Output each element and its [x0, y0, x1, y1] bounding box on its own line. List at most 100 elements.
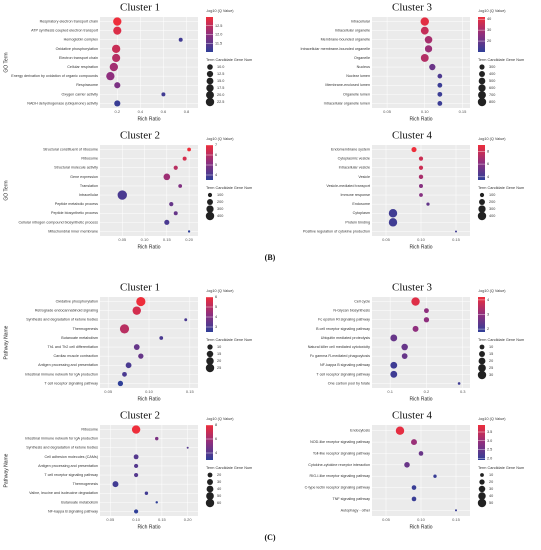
size-legend-mark — [477, 97, 487, 107]
size-legend-mark — [479, 479, 485, 485]
bubble — [388, 218, 398, 227]
bubble — [419, 193, 423, 197]
y-tick-label: Respiratory electron transport chain — [40, 20, 98, 24]
legend-title: -log10 (Q Value) — [478, 417, 506, 421]
bubble — [412, 325, 419, 332]
y-tick-label: T cell receptor signaling pathway — [44, 473, 98, 477]
colorbar-label: 3.0 — [487, 439, 492, 443]
legend-title: Term Candidate Gene Num — [206, 58, 252, 62]
bubble — [164, 219, 170, 225]
colorbar-label: 4 — [215, 173, 217, 177]
x-tick-label: 0.10 — [421, 109, 430, 114]
y-tick-label: Immune response — [340, 193, 370, 197]
bubble — [173, 165, 178, 170]
chart-title: Cluster 2 — [120, 410, 160, 422]
bubble — [125, 362, 132, 369]
size-legend-mark — [205, 363, 215, 373]
bubble — [119, 324, 130, 334]
size-legend-mark — [477, 211, 487, 221]
legend-title: -log10 (Q Value) — [206, 289, 234, 293]
size-legend-mark — [207, 479, 213, 485]
y-tick-label: Structural molecule activity — [54, 166, 98, 170]
x-tick-label: 0.10 — [417, 237, 426, 242]
size-legend-label: 10.0 — [217, 65, 224, 69]
y-tick-label: Cytoplasmic vesicle — [338, 157, 370, 161]
size-legend-mark — [207, 344, 213, 350]
size-legend-mark — [478, 357, 486, 365]
bubble — [178, 184, 183, 188]
legend-title: Term Candidate Gene Num — [478, 186, 524, 190]
y-tick-label: One carbon pool by folate — [328, 381, 370, 385]
x-tick-label: 0.2 — [115, 109, 121, 114]
colorbar-label: 3 — [215, 325, 217, 329]
legend-title: -log10 (Q Value) — [206, 9, 234, 13]
bubble — [114, 82, 121, 89]
bubble — [433, 474, 437, 478]
y-tick-label: Intestinal immune network for IgA produc… — [25, 372, 98, 376]
colorbar-label: 5 — [215, 163, 217, 167]
x-tick-label: 0.1 — [387, 389, 393, 394]
y-tick-label: Intracellular membrane-bounded organelle — [301, 47, 371, 51]
y-tick-label: Protein binding — [345, 220, 370, 224]
y-tick-label: Cell adhesion molecules (CAMs) — [45, 455, 99, 459]
y-tick-label: T cell receptor signaling pathway — [44, 381, 98, 385]
bubble — [144, 491, 149, 495]
size-legend-mark — [206, 77, 214, 85]
size-legend-mark — [478, 205, 486, 213]
legend-title: Term Candidate Gene Num — [206, 466, 252, 470]
x-tick-label: 0.10 — [132, 517, 141, 522]
bubble — [424, 45, 433, 53]
bubble — [109, 62, 118, 72]
size-legend-label: 400 — [489, 72, 495, 76]
y-tick-label: Cytokine-cytokine receptor interaction — [308, 463, 370, 467]
y-tick-label: Organelle — [354, 56, 370, 60]
colorbar-label: 30 — [487, 28, 491, 32]
panel-label: (B) — [265, 253, 276, 262]
y-tick-label: Thermogenesis — [73, 327, 99, 331]
chart-title: Cluster 3 — [392, 2, 433, 14]
y-tick-label: Autophagy - other — [341, 508, 371, 512]
size-legend-mark — [205, 211, 215, 221]
bubble — [423, 317, 430, 323]
x-tick-label: 0.05 — [382, 517, 391, 522]
size-legend-mark — [206, 205, 214, 213]
size-legend-label: 300 — [489, 65, 495, 69]
size-legend-mark — [479, 71, 485, 77]
legend-title: Term Candidate Gene Num — [478, 58, 524, 62]
size-legend-mark — [478, 485, 486, 493]
size-legend-label: 15.0 — [217, 79, 224, 83]
size-legend-label: 10 — [217, 345, 221, 349]
bubble — [418, 174, 424, 180]
colorbar-label: 12.5 — [215, 24, 222, 28]
colorbar — [206, 145, 213, 180]
size-legend-label: 30 — [489, 373, 493, 377]
y-tick-label: Cellular respiration — [67, 65, 98, 69]
y-tick-label: Oxidative phosphorylation — [56, 47, 98, 51]
bubble — [112, 53, 121, 63]
y-tick-label: Nucleus — [357, 65, 370, 69]
colorbar-label: 6 — [215, 295, 217, 299]
legend-title: -log10 (Q Value) — [206, 137, 234, 141]
size-legend-label: 20 — [217, 473, 221, 477]
size-legend-mark — [480, 473, 484, 477]
x-tick-label: 0.05 — [383, 109, 392, 114]
bubble — [114, 100, 121, 107]
y-tick-label: Oxygen carrier activity — [62, 92, 99, 96]
bubble — [138, 353, 144, 359]
y-tick-label: Fc gamma R-mediated phagocytosis — [310, 354, 370, 358]
y-tick-label: Respirasome — [76, 83, 98, 87]
y-tick-label: Cytoplasm — [353, 211, 370, 215]
y-axis-label: GO Term — [3, 52, 9, 72]
y-tick-label: Cell cycle — [354, 300, 370, 304]
chart-title: Cluster 1 — [120, 282, 160, 294]
x-axis-label: Rich Ratio — [409, 524, 432, 530]
size-legend-label: 25 — [217, 366, 221, 370]
size-legend-label: 200 — [217, 200, 223, 204]
bubble — [106, 71, 115, 81]
size-legend-label: 10 — [489, 345, 493, 349]
size-legend-label: 100 — [489, 193, 495, 197]
y-tick-label: Butanoate metabolism — [61, 500, 98, 504]
size-legend-mark — [206, 485, 214, 493]
bubble — [419, 183, 423, 188]
colorbar-label: 3 — [487, 313, 489, 317]
